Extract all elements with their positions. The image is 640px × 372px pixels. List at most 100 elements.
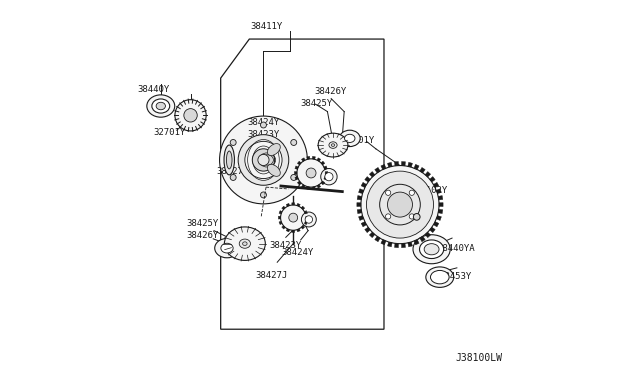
Circle shape (289, 213, 298, 222)
Polygon shape (375, 236, 380, 242)
Ellipse shape (419, 240, 444, 259)
Text: 38423Y: 38423Y (248, 130, 280, 139)
Circle shape (238, 135, 289, 185)
Circle shape (305, 216, 312, 223)
Polygon shape (305, 221, 307, 225)
Polygon shape (321, 161, 324, 165)
Polygon shape (298, 181, 301, 185)
Circle shape (367, 171, 433, 238)
Ellipse shape (224, 145, 234, 175)
Circle shape (184, 109, 197, 122)
Circle shape (258, 154, 269, 166)
Circle shape (230, 140, 236, 145)
Ellipse shape (225, 227, 266, 260)
Polygon shape (312, 187, 316, 190)
Polygon shape (282, 226, 285, 229)
Polygon shape (361, 182, 367, 187)
Text: 38425Y: 38425Y (300, 99, 332, 108)
Circle shape (230, 174, 236, 180)
Text: 38424Y: 38424Y (281, 248, 313, 257)
Polygon shape (294, 171, 297, 174)
Ellipse shape (227, 151, 232, 169)
Text: 38440YA: 38440YA (437, 244, 475, 253)
Polygon shape (408, 162, 412, 167)
Circle shape (291, 140, 297, 145)
Text: 38425Y: 38425Y (187, 219, 219, 228)
Text: 38427Y: 38427Y (216, 167, 249, 176)
Polygon shape (324, 177, 327, 180)
Polygon shape (414, 164, 419, 170)
Polygon shape (439, 203, 443, 206)
Polygon shape (298, 161, 301, 165)
Polygon shape (317, 158, 321, 161)
Polygon shape (425, 171, 431, 177)
Polygon shape (312, 156, 316, 159)
Circle shape (260, 122, 266, 128)
Polygon shape (401, 161, 406, 166)
Circle shape (385, 214, 391, 219)
Polygon shape (433, 182, 439, 187)
Polygon shape (365, 177, 371, 182)
Polygon shape (425, 232, 431, 238)
Polygon shape (317, 185, 321, 188)
Polygon shape (305, 211, 307, 214)
Ellipse shape (268, 144, 280, 155)
Ellipse shape (156, 102, 165, 110)
Polygon shape (438, 209, 443, 214)
Circle shape (413, 214, 420, 220)
Polygon shape (301, 206, 305, 209)
Text: J38100LW: J38100LW (456, 353, 503, 363)
Polygon shape (414, 240, 419, 245)
Ellipse shape (147, 95, 175, 117)
Polygon shape (358, 216, 364, 221)
Polygon shape (297, 203, 300, 206)
Text: 38102Y: 38102Y (415, 186, 447, 195)
Polygon shape (306, 216, 308, 219)
Circle shape (175, 100, 206, 131)
Ellipse shape (221, 243, 233, 253)
Ellipse shape (332, 144, 335, 147)
Ellipse shape (413, 235, 450, 264)
Polygon shape (381, 240, 386, 245)
Polygon shape (286, 229, 289, 232)
Circle shape (321, 169, 337, 185)
Polygon shape (381, 164, 386, 170)
Polygon shape (361, 222, 367, 227)
Text: 38411Y: 38411Y (250, 22, 282, 31)
Circle shape (297, 159, 325, 187)
Text: 38423Y: 38423Y (269, 241, 301, 250)
Polygon shape (301, 226, 305, 229)
Circle shape (252, 149, 275, 171)
Circle shape (306, 168, 316, 178)
Circle shape (220, 116, 307, 204)
Polygon shape (301, 158, 305, 161)
Circle shape (385, 190, 391, 195)
Polygon shape (292, 203, 294, 205)
Polygon shape (295, 177, 298, 180)
Polygon shape (420, 236, 425, 242)
Circle shape (380, 184, 420, 225)
Polygon shape (429, 177, 435, 182)
Polygon shape (357, 209, 362, 214)
Ellipse shape (152, 99, 170, 113)
Polygon shape (307, 156, 310, 159)
Ellipse shape (329, 142, 337, 148)
Text: 38427J: 38427J (255, 271, 288, 280)
Polygon shape (307, 187, 310, 190)
Polygon shape (436, 216, 442, 221)
Text: 38426Y: 38426Y (187, 231, 219, 240)
Text: 38426Y: 38426Y (314, 87, 347, 96)
Circle shape (245, 141, 282, 179)
Circle shape (260, 192, 266, 198)
Polygon shape (357, 196, 362, 200)
Polygon shape (433, 222, 439, 227)
Polygon shape (436, 189, 442, 193)
Ellipse shape (268, 164, 280, 176)
Polygon shape (394, 161, 399, 166)
Ellipse shape (339, 130, 360, 147)
Circle shape (387, 192, 412, 217)
Polygon shape (394, 243, 399, 248)
Circle shape (280, 205, 306, 230)
Text: 38440Y: 38440Y (138, 85, 170, 94)
Polygon shape (375, 167, 380, 173)
